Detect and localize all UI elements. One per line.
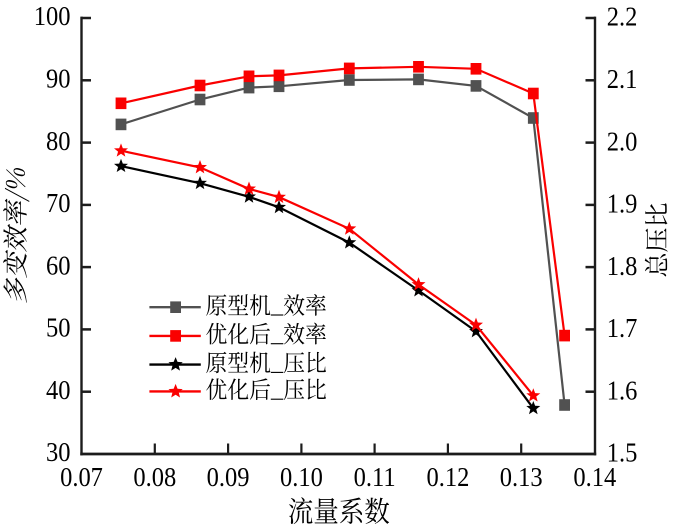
svg-text:30: 30 xyxy=(46,437,70,468)
svg-text:0.14: 0.14 xyxy=(573,462,616,493)
svg-text:1.5: 1.5 xyxy=(607,437,638,468)
svg-text:0.09: 0.09 xyxy=(207,462,250,493)
svg-text:2.0: 2.0 xyxy=(607,126,638,157)
svg-text:0.13: 0.13 xyxy=(500,462,543,493)
svg-text:50: 50 xyxy=(46,312,70,343)
svg-text:90: 90 xyxy=(46,63,70,94)
svg-text:0.12: 0.12 xyxy=(426,462,469,493)
svg-text:70: 70 xyxy=(46,188,70,219)
svg-text:2.2: 2.2 xyxy=(607,1,638,32)
svg-text:40: 40 xyxy=(46,375,70,406)
svg-text:1.8: 1.8 xyxy=(607,250,638,281)
svg-text:0.10: 0.10 xyxy=(280,462,323,493)
svg-text:0.11: 0.11 xyxy=(354,462,396,493)
svg-text:100: 100 xyxy=(34,1,71,32)
svg-text:80: 80 xyxy=(46,125,70,156)
svg-text:0.08: 0.08 xyxy=(133,462,176,493)
svg-text:1.9: 1.9 xyxy=(607,188,638,219)
svg-text:60: 60 xyxy=(46,250,70,281)
svg-text:2.1: 2.1 xyxy=(607,64,638,95)
svg-text:0.07: 0.07 xyxy=(60,462,103,493)
svg-text:1.7: 1.7 xyxy=(607,313,638,344)
svg-text:1.6: 1.6 xyxy=(607,375,638,406)
